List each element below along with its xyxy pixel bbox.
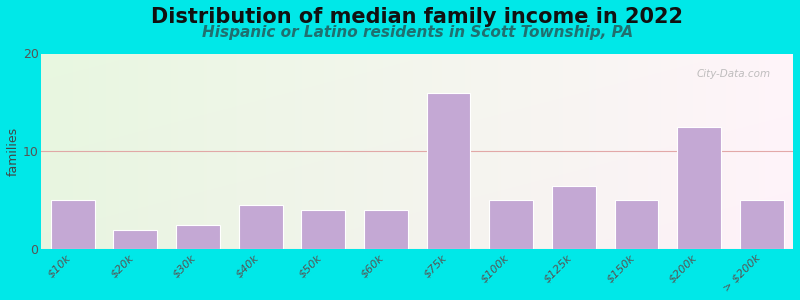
- Bar: [490, 200, 533, 249]
- Text: City-Data.com: City-Data.com: [696, 69, 770, 79]
- Bar: [740, 200, 784, 249]
- Bar: [50, 200, 94, 249]
- Bar: [614, 200, 658, 249]
- Title: Distribution of median family income in 2022: Distribution of median family income in …: [151, 7, 683, 27]
- Bar: [176, 225, 220, 249]
- Bar: [552, 186, 596, 249]
- Bar: [114, 230, 158, 249]
- Bar: [426, 93, 470, 249]
- Bar: [677, 127, 721, 249]
- Bar: [238, 205, 282, 249]
- Text: Hispanic or Latino residents in Scott Township, PA: Hispanic or Latino residents in Scott To…: [202, 25, 633, 40]
- Y-axis label: families: families: [7, 127, 20, 176]
- Bar: [364, 210, 408, 249]
- Bar: [302, 210, 345, 249]
